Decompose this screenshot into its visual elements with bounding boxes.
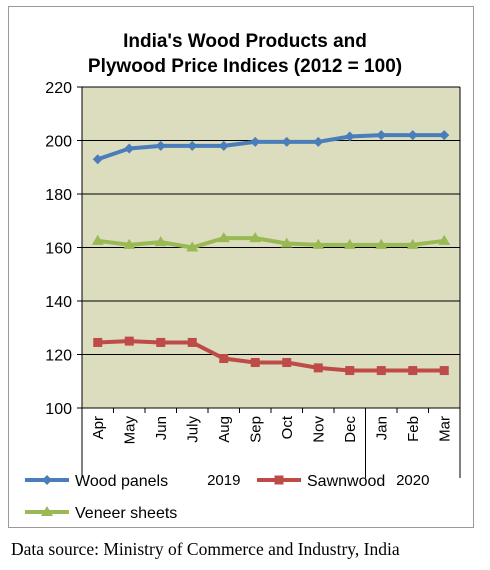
y-tick-label-140: 140	[45, 294, 72, 311]
x-tick-label-jan: Jan	[373, 416, 390, 440]
x-tick-label-feb: Feb	[405, 416, 422, 442]
x-tick-label-apr: Apr	[90, 416, 107, 439]
point-sawnwood-oct	[282, 358, 291, 367]
x-tick-label-july: July	[184, 416, 201, 443]
legend: Wood panels Sawnwood Veneer sheets	[25, 473, 385, 522]
x-tick-label-may: May	[121, 416, 138, 445]
year-label-2019: 2019	[207, 472, 240, 489]
x-tick-label-nov: Nov	[310, 416, 327, 443]
y-tick-label-100: 100	[45, 401, 72, 418]
point-sawnwood-sep	[251, 358, 260, 367]
point-sawnwood-dec	[345, 366, 354, 375]
x-tick-label-aug: Aug	[216, 416, 233, 443]
x-tick-label-dec: Dec	[342, 416, 359, 443]
y-tick-label-180: 180	[45, 187, 72, 204]
y-axis-ticks: 100 120 140 160 180 200 220	[45, 80, 82, 418]
point-sawnwood-mar	[440, 366, 449, 375]
x-tick-label-mar: Mar	[436, 416, 453, 442]
x-tick-label-sep: Sep	[247, 416, 264, 443]
point-sawnwood-july	[188, 338, 197, 347]
point-sawnwood-aug	[219, 354, 228, 363]
point-sawnwood-nov	[314, 363, 323, 372]
legend-item-sawnwood: Sawnwood	[257, 473, 385, 490]
x-tick-label-oct: Oct	[279, 415, 296, 439]
point-sawnwood-jun	[156, 338, 165, 347]
y-tick-label-160: 160	[45, 241, 72, 258]
chart-title-line-1: India's Wood Products and	[123, 31, 367, 52]
year-label-2020: 2020	[396, 472, 429, 489]
chart-title-line-2: Plywood Price Indices (2012 = 100)	[88, 56, 402, 77]
legend-marker-wood-panels	[42, 475, 52, 485]
legend-marker-sawnwood	[275, 476, 284, 485]
y-tick-label-200: 200	[45, 134, 72, 151]
chart-frame: India's Wood Products and Plywood Price I…	[8, 6, 474, 528]
y-tick-label-220: 220	[45, 80, 72, 97]
legend-item-veneer-sheets: Veneer sheets	[25, 505, 177, 522]
legend-item-wood-panels: Wood panels	[25, 473, 168, 490]
chart-title: India's Wood Products and Plywood Price I…	[88, 31, 402, 77]
point-sawnwood-apr	[93, 338, 102, 347]
price-index-chart: India's Wood Products and Plywood Price I…	[9, 7, 475, 529]
legend-label-veneer-sheets: Veneer sheets	[75, 505, 177, 522]
point-sawnwood-feb	[408, 366, 417, 375]
x-tick-label-jun: Jun	[153, 416, 170, 440]
legend-label-wood-panels: Wood panels	[75, 473, 168, 490]
point-sawnwood-may	[125, 337, 134, 346]
legend-label-sawnwood: Sawnwood	[307, 473, 385, 490]
source-note: Data source: Ministry of Commerce and In…	[11, 539, 400, 560]
point-sawnwood-jan	[377, 366, 386, 375]
y-tick-label-120: 120	[45, 348, 72, 365]
